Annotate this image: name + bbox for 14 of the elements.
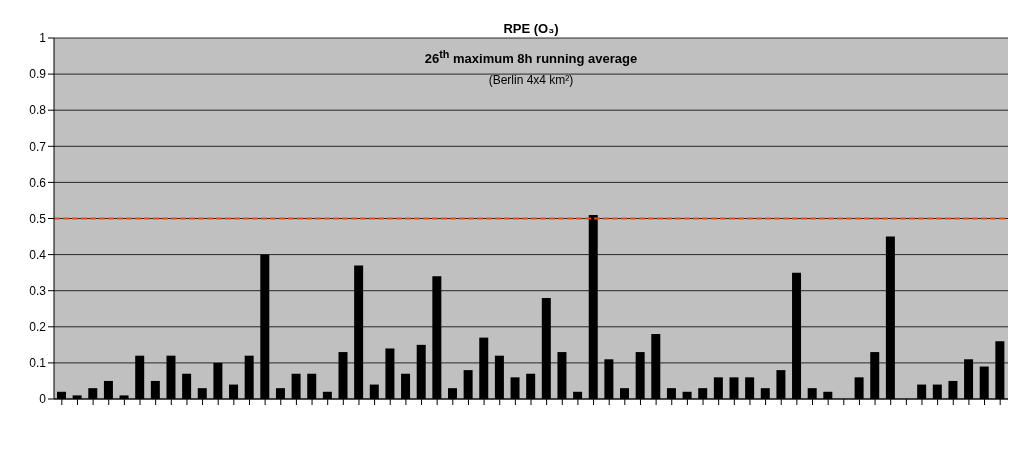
y-tick-label: 0.4 [29, 247, 47, 262]
annotation: (Berlin 4x4 km²) [487, 72, 575, 90]
y-tick-label: 0.6 [29, 175, 47, 190]
y-tick-label: 0.2 [29, 320, 47, 335]
y-tick-label: 0.7 [29, 139, 47, 154]
y-tick-label: 0.3 [29, 283, 47, 298]
y-tick-label: 1 [39, 31, 47, 46]
y-tick-label: 0.1 [29, 356, 47, 371]
y-tick-label: 0.8 [29, 103, 47, 118]
y-tick-label: 0 [39, 392, 47, 407]
text: 26$^{th}$ maximum 8h running average [423, 47, 639, 69]
y-tick-label: 0.5 [29, 211, 47, 226]
chart-title: RPE (O₃) [502, 20, 560, 38]
y-tick-label: 0.9 [29, 67, 47, 82]
